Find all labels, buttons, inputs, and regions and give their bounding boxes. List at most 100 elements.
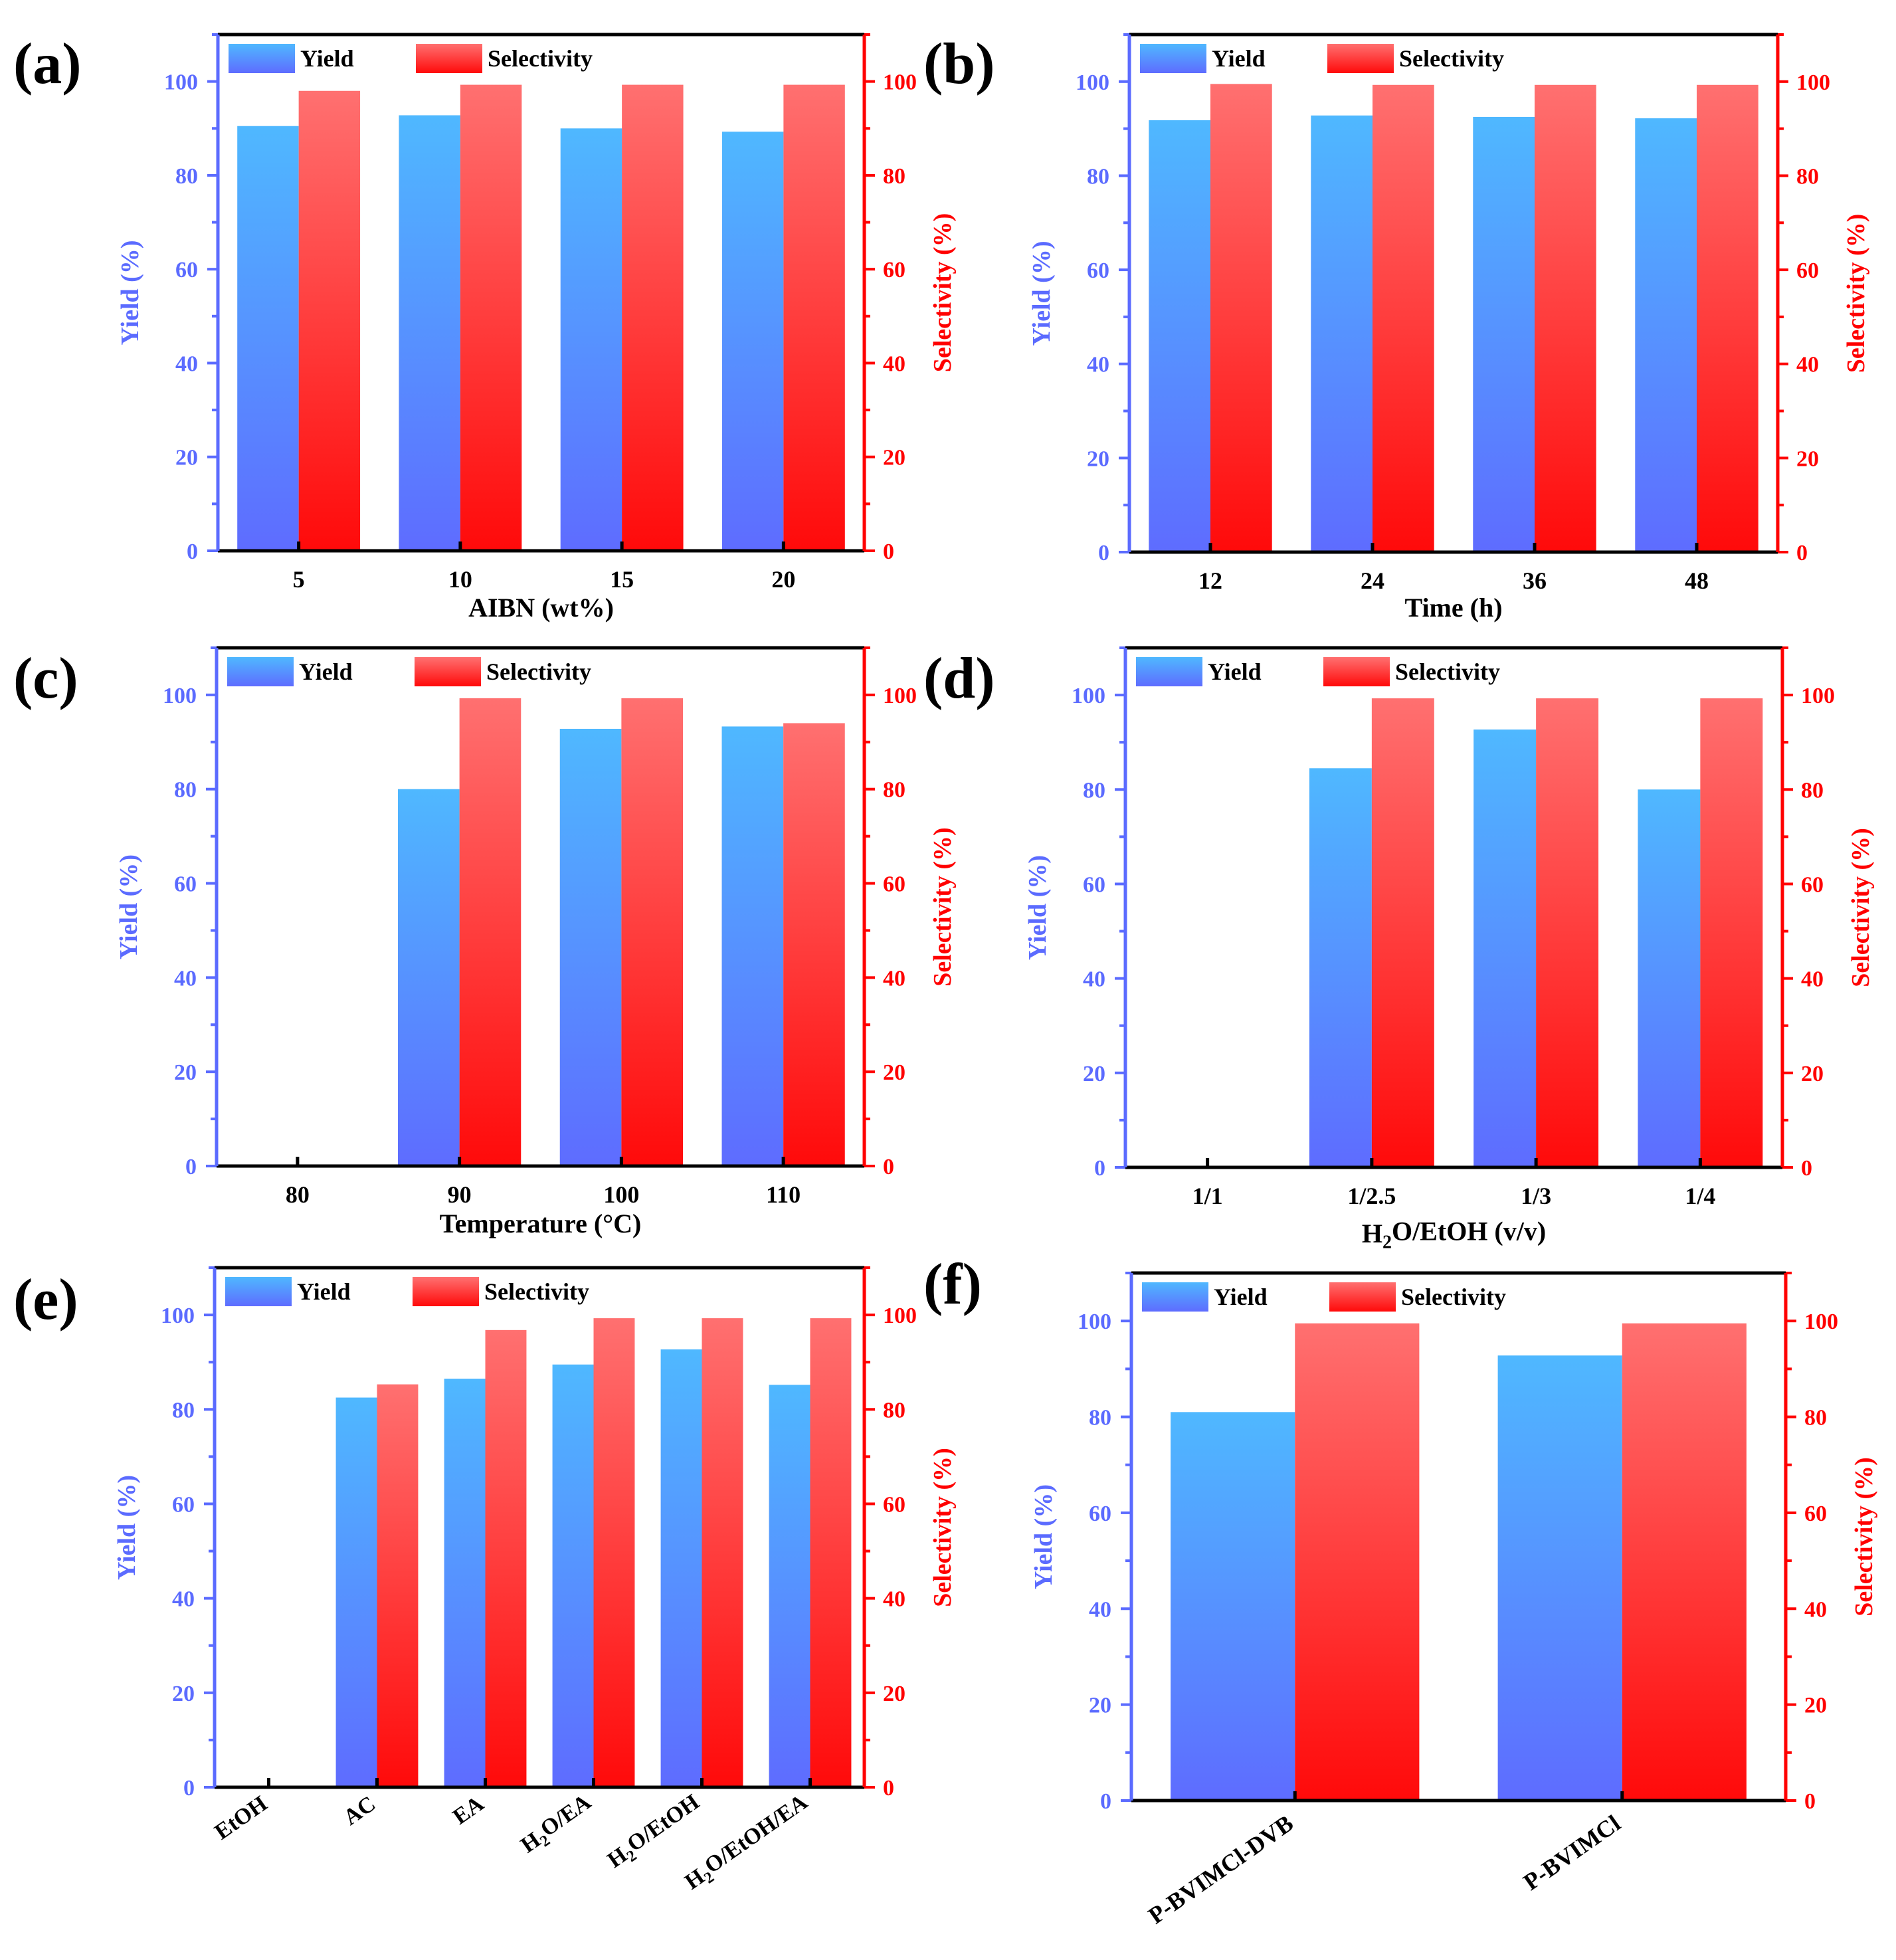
right-tick-label: 60 [1804, 1502, 1827, 1526]
right-tick-label: 100 [883, 1304, 917, 1328]
legend-label-selectivity: Selectivity [1399, 45, 1504, 72]
right-tick-label: 80 [1804, 1406, 1827, 1430]
legend-swatch-selectivity [1329, 1282, 1396, 1312]
bar-selectivity-3 [1700, 698, 1763, 1167]
right-tick-label: 20 [1801, 1062, 1824, 1086]
right-tick-label: 60 [1796, 258, 1819, 283]
right-tick-label: 0 [883, 539, 894, 564]
bar-yield-2 [1473, 116, 1535, 552]
panel-label: (e) [13, 1268, 78, 1332]
legend-label-selectivity: Selectivity [1395, 658, 1500, 685]
y-axis-title: Yield (%) [1030, 1484, 1058, 1589]
legend-swatch-yield [225, 1277, 292, 1306]
right-tick-label: 0 [883, 1155, 894, 1179]
right-tick-label: 20 [883, 1060, 905, 1085]
left-tick-label: 20 [175, 446, 198, 470]
right-tick-label: 60 [883, 1492, 905, 1517]
bar-yield-5 [769, 1385, 810, 1787]
bar-yield-3 [1635, 118, 1697, 552]
x-tick-label-2: 1/3 [1521, 1183, 1551, 1209]
left-tick-label: 20 [174, 1060, 197, 1085]
left-tick-label: 0 [1098, 541, 1109, 565]
panel-c: 80 90 100 110 0 0 20 20 40 40 60 60 80 80 100 100 Yield … [13, 646, 957, 1238]
bar-yield-3 [1638, 789, 1701, 1167]
panel-label: (f) [923, 1252, 982, 1317]
y2-axis-title: Selectivity (%) [929, 827, 957, 987]
panel-label: (c) [13, 646, 78, 711]
legend-label-selectivity: Selectivity [488, 45, 593, 72]
bar-yield-3 [721, 726, 784, 1166]
x-tick-label-0: 12 [1198, 567, 1222, 594]
x-tick-label-2: 36 [1523, 567, 1547, 594]
bar-selectivity-1 [459, 698, 521, 1166]
legend-swatch-yield [1142, 1282, 1208, 1312]
bar-yield-0 [237, 126, 299, 551]
x-tick-label-2: 100 [603, 1181, 639, 1208]
right-tick-label: 0 [1796, 541, 1808, 565]
bar-selectivity-5 [810, 1318, 852, 1787]
right-tick-label: 100 [1796, 70, 1830, 95]
left-tick-label: 40 [1087, 353, 1109, 377]
left-tick-label: 0 [1100, 1789, 1111, 1814]
x-axis-title: Temperature (°C) [440, 1209, 642, 1238]
legend-label-yield: Yield [1212, 45, 1266, 72]
x-tick-label-1: 90 [448, 1181, 472, 1208]
bar-selectivity-1 [1371, 698, 1434, 1167]
panel-d: 1/1 1/2.5 1/3 1/4 0 0 20 20 40 40 60 60 80 80 100 100 Yi… [923, 646, 1875, 1252]
right-tick-label: 80 [1801, 778, 1824, 803]
x-tick-label-0: EtOH [211, 1791, 272, 1844]
bar-selectivity-3 [783, 723, 845, 1166]
y-axis-title: Yield (%) [115, 854, 143, 959]
bar-yield-2 [560, 128, 622, 551]
y2-axis-title: Selectivity (%) [1850, 1457, 1878, 1617]
bar-selectivity-4 [702, 1318, 743, 1787]
right-tick-label: 0 [883, 1776, 894, 1801]
bar-selectivity-0 [298, 90, 361, 551]
right-tick-label: 40 [1801, 967, 1824, 992]
legend-label-yield: Yield [297, 1278, 351, 1305]
bar-selectivity-2 [621, 698, 683, 1166]
y-axis-title: Yield (%) [1024, 855, 1052, 960]
x-tick-label-3: 1/4 [1685, 1183, 1715, 1209]
bar-yield-4 [660, 1349, 702, 1787]
right-tick-label: 100 [1804, 1310, 1838, 1334]
panels-group: 5 10 15 20 0 0 20 20 40 40 60 60 80 80 100 100 Yield (%)… [13, 32, 1878, 1929]
right-tick-label: 40 [883, 966, 905, 991]
x-tick-label-1: 1/2.5 [1347, 1183, 1396, 1209]
legend-swatch-selectivity [413, 1277, 479, 1306]
x-tick-label-3: 110 [766, 1181, 801, 1208]
left-tick-label: 20 [172, 1682, 195, 1706]
left-tick-label: 40 [172, 1587, 195, 1612]
right-tick-label: 40 [1796, 353, 1819, 377]
legend-swatch-selectivity [1323, 657, 1390, 686]
x-tick-label-2: EA [448, 1791, 488, 1830]
legend-label-yield: Yield [1214, 1284, 1268, 1310]
bar-selectivity-1 [1373, 84, 1434, 552]
left-tick-label: 0 [1094, 1156, 1105, 1181]
right-tick-label: 20 [1796, 446, 1819, 471]
left-tick-label: 80 [175, 164, 198, 189]
left-tick-label: 60 [174, 872, 197, 897]
left-tick-label: 100 [1072, 684, 1105, 708]
panel-label: (d) [923, 646, 995, 711]
left-tick-label: 100 [163, 684, 197, 708]
right-tick-label: 20 [883, 446, 905, 470]
bar-yield-2 [444, 1379, 486, 1787]
x-tick-label-3: H2O/EA [516, 1789, 599, 1860]
left-tick-label: 40 [175, 351, 198, 376]
legend-swatch-yield [227, 657, 294, 686]
right-tick-label: 60 [1801, 872, 1824, 897]
bar-selectivity-2 [1535, 84, 1596, 552]
x-tick-label-1: P-BVIMCl [1519, 1810, 1626, 1896]
left-tick-label: 0 [185, 1155, 197, 1179]
x-tick-label-1: 24 [1361, 567, 1384, 594]
left-tick-label: 80 [174, 778, 197, 803]
left-tick-label: 40 [174, 966, 197, 991]
panel-label: (b) [923, 32, 995, 96]
left-tick-label: 60 [1083, 872, 1105, 897]
left-tick-label: 100 [1078, 1310, 1111, 1334]
bar-selectivity-0 [1295, 1323, 1420, 1801]
legend-swatch-selectivity [1327, 44, 1394, 73]
right-tick-label: 60 [883, 872, 905, 897]
